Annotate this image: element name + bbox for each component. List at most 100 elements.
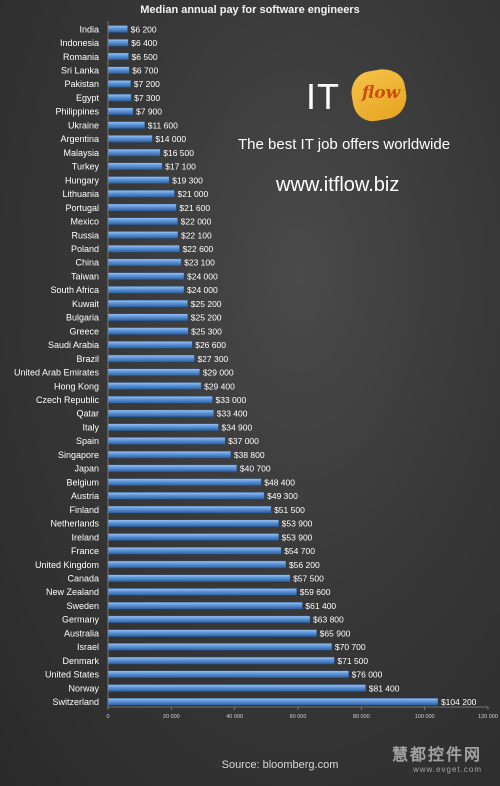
category-label: China [75,258,99,268]
data-label: $59 600 [300,587,331,597]
data-label: $33 400 [217,409,248,419]
data-label: $11 600 [148,120,178,130]
data-label: $76 000 [352,670,383,680]
data-label: $16 500 [163,148,194,158]
data-label: $21 000 [178,189,209,199]
bar [107,299,189,308]
data-label: $33 000 [216,395,247,405]
category-label: Romania [63,52,99,62]
data-label: $7 200 [134,79,160,89]
bar [107,409,214,418]
bar [107,492,265,500]
data-label: $51 500 [274,505,305,515]
category-label: Bulgaria [66,313,99,323]
data-label: $21 600 [179,203,210,213]
bar [107,396,213,404]
x-tick-label: 20 000 [163,714,180,720]
data-label: $81 400 [369,683,400,693]
bar [107,423,219,431]
bar [107,382,202,390]
category-label: Turkey [72,162,100,172]
data-label: $25 200 [191,313,222,323]
bar [107,450,232,459]
category-label: South Africa [50,285,99,295]
category-label: Qatar [76,409,99,419]
bar [107,272,185,280]
category-label: Italy [82,422,99,432]
data-label: $24 000 [187,271,218,281]
category-label: Hong Kong [54,381,99,391]
bar [107,313,189,322]
watermark-url: www.evget.com [412,765,482,774]
category-label: France [71,546,99,556]
data-label: $71 500 [337,656,368,666]
category-label: Russia [71,230,99,240]
bar [107,203,177,212]
category-label: Egypt [76,93,100,103]
bar [107,231,179,239]
logo-flow-text: flow [361,83,401,103]
data-label: $14 000 [155,134,186,144]
data-label: $29 000 [203,368,234,378]
bar [107,190,175,198]
category-label: Israel [77,642,99,652]
data-label: $26 600 [195,340,226,350]
category-label: Germany [62,615,100,625]
bar [107,684,366,692]
category-label: Finland [69,505,99,515]
bar [107,244,180,253]
tagline: The best IT job offers worldwide [238,136,451,153]
category-label: Austria [71,491,99,501]
site-watermark: 慧都控件网 www.evget.com [392,741,482,774]
category-label: Lithuania [62,189,99,199]
bar [107,437,226,445]
bar [107,588,297,596]
category-label: Saudi Arabia [48,340,99,350]
category-label: United Arab Emirates [14,368,100,378]
category-label: Singapore [58,450,99,460]
source-note: Source: bloomberg.com [221,759,339,771]
category-label: New Zealand [46,587,99,597]
bar [107,148,161,157]
bar [107,629,317,637]
chart-title: Median annual pay for software engineers [140,4,360,16]
watermark-title: 慧都控件网 [391,747,482,764]
category-label: Japan [74,464,99,474]
category-label: Australia [64,628,99,638]
bar [107,519,279,527]
data-label: $34 900 [222,422,253,432]
bar [107,601,303,610]
data-label: $6 500 [132,52,158,62]
website-url: www.itflow.biz [276,174,400,196]
data-label: $29 400 [204,381,235,391]
bar [107,176,170,184]
data-label: $70 700 [335,642,366,652]
bar [107,368,201,376]
data-label: $6 400 [131,38,157,48]
category-label: Belgium [66,477,99,487]
bar [107,643,333,651]
category-label: Czech Republic [36,395,100,405]
category-label: Ukraine [68,120,99,130]
bar [107,560,287,569]
bar [107,107,134,116]
category-label: Argentina [60,134,99,144]
data-label: $63 800 [313,615,344,625]
data-label: $6 700 [132,65,158,75]
bar [107,39,129,47]
data-label: $48 400 [264,477,295,487]
data-label: $25 200 [191,299,222,309]
category-label: Netherlands [50,519,99,529]
data-label: $37 000 [228,436,259,446]
x-tick-label: 60 000 [290,714,307,720]
bar [107,25,128,33]
data-label: $65 900 [320,628,351,638]
bar [107,121,145,129]
logo-it-text: IT [306,76,340,117]
data-label: $6 200 [131,24,157,34]
data-label: $7 900 [136,107,162,117]
data-label: $22 600 [183,244,214,254]
category-label: Malaysia [63,148,99,158]
data-label: $61 400 [305,601,336,611]
